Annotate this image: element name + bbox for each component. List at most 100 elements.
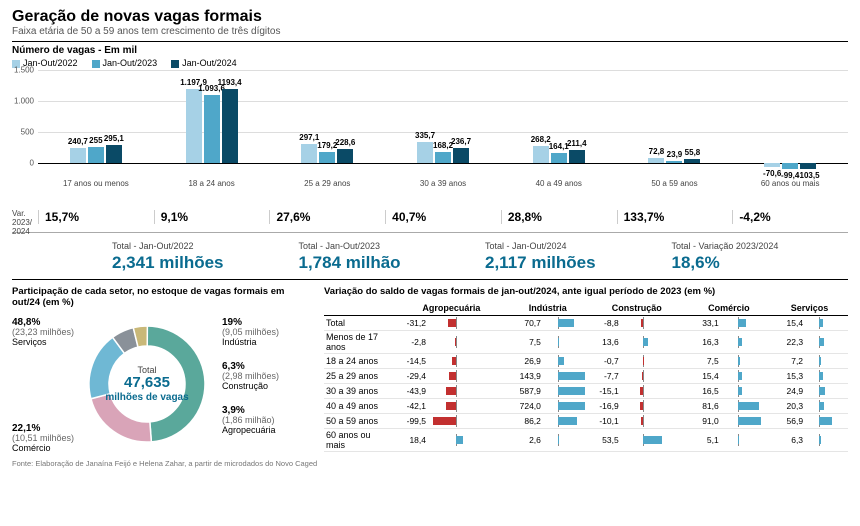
col-header: Agropecuária — [394, 301, 509, 316]
bar-label: 72,8 — [649, 147, 665, 156]
bar: 236,7 — [453, 148, 469, 163]
table-cell: 587,9 — [509, 384, 587, 399]
table-cell: 2,6 — [509, 429, 587, 452]
bar: 255 — [88, 147, 104, 163]
bar-label: 255 — [89, 136, 102, 145]
bar: 240,7 — [70, 148, 86, 163]
x-category: 17 anos ou menos — [38, 179, 154, 188]
legend-item: Jan-Out/2024 — [171, 58, 237, 68]
total-cell: Total - Jan-Out/20242,117 milhões — [485, 241, 662, 273]
bar-group: 1.197,91.093,61193,418 a 24 anos — [154, 70, 270, 172]
bar-label: 228,6 — [335, 138, 355, 147]
bar-group: 297,1179,2228,625 a 29 anos — [269, 70, 385, 172]
donut-label: 19%(9,05 milhões)Indústria — [222, 317, 279, 348]
total-value: 2,341 milhões — [112, 253, 289, 273]
table-cell: -2,8 — [394, 331, 509, 354]
y-tick: 1.500 — [14, 66, 34, 75]
bar: 168,2 — [435, 152, 451, 162]
x-category: 60 anos ou mais — [732, 179, 848, 188]
y-tick: 1.000 — [14, 96, 34, 105]
bar: -103,5 — [800, 163, 816, 169]
table-cell: -99,5 — [394, 414, 509, 429]
table-cell: -8,8 — [587, 316, 687, 331]
bar: 72,8 — [648, 158, 664, 163]
col-header: Indústria — [509, 301, 587, 316]
table-cell: 16,3 — [687, 331, 771, 354]
total-cell: Total - Jan-Out/20231,784 milhão — [299, 241, 476, 273]
variation-value: -4,2% — [732, 210, 848, 224]
row-label: 18 a 24 anos — [324, 354, 394, 369]
y-tick: 0 — [30, 158, 34, 167]
bar: 1.197,9 — [186, 89, 202, 163]
col-header: Comércio — [687, 301, 771, 316]
page-subtitle: Faixa etária de 50 a 59 anos tem crescim… — [12, 26, 848, 37]
y-tick: 500 — [21, 127, 34, 136]
table-row: 40 a 49 anos-42,1724,0-16,981,620,3 — [324, 399, 848, 414]
table-cell: -7,7 — [587, 369, 687, 384]
total-label: Total - Jan-Out/2024 — [485, 241, 662, 251]
bar-group: 240,7255295,117 anos ou menos — [38, 70, 154, 172]
divider — [12, 279, 848, 280]
table-cell: 724,0 — [509, 399, 587, 414]
table-cell: -29,4 — [394, 369, 509, 384]
legend-item: Jan-Out/2023 — [92, 58, 158, 68]
donut-center: Total47,635milhões de vagas — [82, 319, 212, 449]
x-category: 40 a 49 anos — [501, 179, 617, 188]
bar: 1193,4 — [222, 89, 238, 163]
row-label: Menos de 17 anos — [324, 331, 394, 354]
row-label: 25 a 29 anos — [324, 369, 394, 384]
total-label: Total - Variação 2023/2024 — [672, 241, 849, 251]
x-category: 25 a 29 anos — [269, 179, 385, 188]
divider — [12, 41, 848, 42]
variation-value: 28,8% — [501, 210, 617, 224]
row-label: Total — [324, 316, 394, 331]
bar-chart: 05001.0001.500240,7255295,117 anos ou me… — [12, 70, 848, 190]
bar-label: 1193,4 — [218, 78, 242, 87]
bar: 228,6 — [337, 149, 353, 163]
table-cell: 18,4 — [394, 429, 509, 452]
bar: 55,8 — [684, 159, 700, 162]
divider — [12, 232, 848, 233]
bar: 23,9 — [666, 161, 682, 162]
table-cell: 7,5 — [509, 331, 587, 354]
donut-label: 6,3%(2,98 milhões)Construção — [222, 361, 279, 392]
table-cell: 5,1 — [687, 429, 771, 452]
table-cell: 143,9 — [509, 369, 587, 384]
total-value: 18,6% — [672, 253, 849, 273]
bar-label: 164,1 — [549, 142, 569, 151]
table-cell: 24,9 — [771, 384, 848, 399]
table-row: 30 a 39 anos-43,9587,9-15,116,524,9 — [324, 384, 848, 399]
table-cell: 86,2 — [509, 414, 587, 429]
page-title: Geração de novas vagas formais — [12, 8, 848, 26]
table-cell: 33,1 — [687, 316, 771, 331]
table-title: Variação do saldo de vagas formais de ja… — [324, 286, 848, 297]
table-cell: 70,7 — [509, 316, 587, 331]
table-cell: -43,9 — [394, 384, 509, 399]
table-row: 50 a 59 anos-99,586,2-10,191,056,9 — [324, 414, 848, 429]
variation-value: 27,6% — [269, 210, 385, 224]
table-row: 25 a 29 anos-29,4143,9-7,715,415,3 — [324, 369, 848, 384]
bar: 335,7 — [417, 142, 433, 163]
bar-group: 72,823,955,850 a 59 anos — [617, 70, 733, 172]
table-cell: -15,1 — [587, 384, 687, 399]
donut-label: 48,8%(23,23 milhões)Serviços — [12, 317, 74, 348]
table-row: 18 a 24 anos-14,526,9-0,77,57,2 — [324, 354, 848, 369]
table-cell: 56,9 — [771, 414, 848, 429]
table-cell: -31,2 — [394, 316, 509, 331]
chart-title: Número de vagas - Em mil — [12, 45, 848, 56]
table-cell: 15,3 — [771, 369, 848, 384]
table-cell: 6,3 — [771, 429, 848, 452]
x-category: 18 a 24 anos — [154, 179, 270, 188]
col-header: Serviços — [771, 301, 848, 316]
table-row: Total-31,270,7-8,833,115,4 — [324, 316, 848, 331]
donut-label: 3,9%(1,86 milhão)Agropecuária — [222, 405, 276, 436]
bar: -99,4 — [782, 163, 798, 169]
bar-label: -70,6 — [763, 169, 781, 178]
row-label: 50 a 59 anos — [324, 414, 394, 429]
table-cell: -42,1 — [394, 399, 509, 414]
donut-title: Participação de cada setor, no estoque d… — [12, 286, 312, 309]
bar: 179,2 — [319, 152, 335, 163]
bar: 297,1 — [301, 144, 317, 162]
total-cell: Total - Jan-Out/20222,341 milhões — [112, 241, 289, 273]
bar-label: 295,1 — [104, 134, 124, 143]
